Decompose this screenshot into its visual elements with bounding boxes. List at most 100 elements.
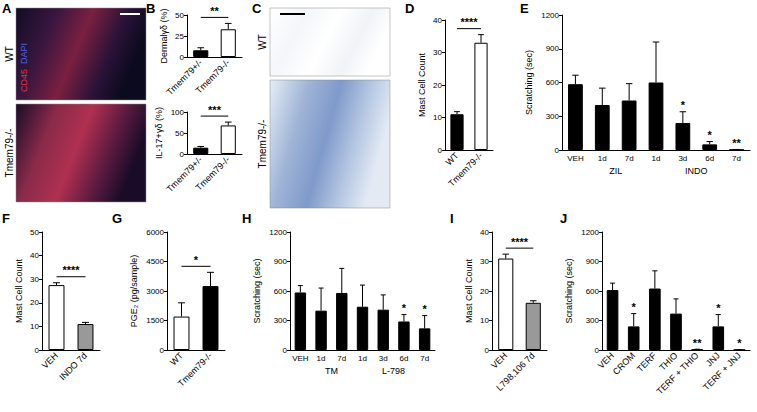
svg-text:****: **** <box>511 236 529 248</box>
svg-text:1d: 1d <box>598 154 607 163</box>
svg-text:10: 10 <box>433 113 442 122</box>
svg-text:TERF + THIO: TERF + THIO <box>655 350 701 396</box>
svg-text:Tmem79-/-: Tmem79-/- <box>194 57 232 95</box>
svg-text:20: 20 <box>30 298 39 307</box>
svg-text:VEH: VEH <box>567 154 584 163</box>
svg-text:****: **** <box>62 264 80 276</box>
svg-text:WT: WT <box>444 150 461 167</box>
svg-text:Tmem79-/-: Tmem79-/- <box>176 350 214 388</box>
svg-text:I: I <box>450 211 454 226</box>
svg-text:6d: 6d <box>705 154 714 163</box>
svg-text:H: H <box>242 211 251 226</box>
svg-text:INDO 7d: INDO 7d <box>57 350 89 382</box>
svg-text:WT: WT <box>4 46 15 62</box>
svg-text:JNJ: JNJ <box>704 350 722 368</box>
svg-text:WT: WT <box>257 34 268 50</box>
svg-text:300: 300 <box>274 316 288 325</box>
svg-text:DAPI: DAPI <box>19 43 29 64</box>
svg-text:600: 600 <box>274 287 288 296</box>
svg-text:3d: 3d <box>379 354 388 363</box>
svg-text:0: 0 <box>180 53 185 62</box>
svg-text:Scratching (sec): Scratching (sec) <box>524 50 534 115</box>
svg-text:Tmem79-/-: Tmem79-/- <box>4 129 15 178</box>
svg-text:300: 300 <box>546 112 560 121</box>
svg-text:WT: WT <box>168 350 185 367</box>
svg-text:***: *** <box>208 104 222 116</box>
svg-text:VEH: VEH <box>40 350 60 370</box>
svg-text:*: * <box>737 337 742 349</box>
svg-text:*: * <box>708 129 713 141</box>
svg-text:L798,106 7d: L798,106 7d <box>494 350 536 392</box>
svg-text:CD45: CD45 <box>19 69 29 92</box>
svg-text:*: * <box>423 303 428 315</box>
svg-text:ZIL: ZIL <box>609 166 622 176</box>
svg-text:7d: 7d <box>625 154 634 163</box>
svg-text:Dermalγδ (%): Dermalγδ (%) <box>159 8 169 63</box>
svg-text:*: * <box>681 99 686 111</box>
svg-text:1200: 1200 <box>541 11 559 20</box>
svg-text:40: 40 <box>433 16 442 25</box>
svg-text:B: B <box>146 1 155 16</box>
svg-text:6d: 6d <box>399 354 408 363</box>
svg-text:100: 100 <box>171 108 185 117</box>
svg-text:40: 40 <box>30 251 39 260</box>
svg-text:INDO: INDO <box>685 166 708 176</box>
svg-text:600: 600 <box>586 287 600 296</box>
svg-text:6000: 6000 <box>146 228 164 237</box>
svg-text:Tmem79-/-: Tmem79-/- <box>194 154 232 192</box>
svg-text:1200: 1200 <box>581 228 599 237</box>
svg-text:20: 20 <box>480 287 489 296</box>
svg-text:0: 0 <box>160 346 165 355</box>
svg-text:0: 0 <box>485 346 490 355</box>
svg-text:1d: 1d <box>358 354 367 363</box>
svg-text:Tmem79-/-: Tmem79-/- <box>257 120 268 169</box>
svg-text:1200: 1200 <box>269 228 287 237</box>
svg-text:7d: 7d <box>732 154 741 163</box>
svg-text:30: 30 <box>30 275 39 284</box>
svg-text:0: 0 <box>283 346 288 355</box>
svg-text:30: 30 <box>480 257 489 266</box>
svg-text:****: **** <box>460 16 478 28</box>
svg-text:0: 0 <box>180 150 185 159</box>
svg-text:1d: 1d <box>652 154 661 163</box>
svg-text:20: 20 <box>433 81 442 90</box>
svg-text:Mast Cell Count: Mast Cell Count <box>417 52 427 117</box>
svg-text:*: * <box>716 302 721 314</box>
svg-text:0: 0 <box>595 346 600 355</box>
svg-text:Mast Cell Count: Mast Cell Count <box>464 258 474 323</box>
svg-text:F: F <box>2 211 10 226</box>
svg-text:40: 40 <box>480 228 489 237</box>
svg-text:Scratching (sec): Scratching (sec) <box>252 258 262 323</box>
svg-text:25: 25 <box>175 32 184 41</box>
svg-text:900: 900 <box>586 257 600 266</box>
svg-text:**: ** <box>693 337 702 349</box>
svg-text:C: C <box>252 1 262 16</box>
svg-text:0: 0 <box>35 346 40 355</box>
svg-text:A: A <box>2 1 12 16</box>
svg-text:VEH: VEH <box>489 350 509 370</box>
svg-text:TERF + JNJ: TERF + JNJ <box>701 350 743 392</box>
svg-text:900: 900 <box>546 44 560 53</box>
svg-text:L-798: L-798 <box>382 366 405 376</box>
svg-text:*: * <box>402 302 407 314</box>
svg-text:1d: 1d <box>317 354 326 363</box>
svg-text:VEH: VEH <box>292 354 309 363</box>
svg-text:IL-17+γδ (%): IL-17+γδ (%) <box>154 107 164 159</box>
svg-text:J: J <box>560 211 567 226</box>
svg-text:*: * <box>194 254 199 266</box>
svg-text:7d: 7d <box>420 354 429 363</box>
svg-text:G: G <box>112 211 122 226</box>
svg-text:0: 0 <box>555 146 560 155</box>
svg-text:Scratching (sec): Scratching (sec) <box>564 258 574 323</box>
svg-text:E: E <box>520 1 529 16</box>
svg-text:600: 600 <box>546 78 560 87</box>
svg-text:PGE₂ (pg/sample): PGE₂ (pg/sample) <box>129 255 139 328</box>
svg-text:1500: 1500 <box>146 316 164 325</box>
svg-text:300: 300 <box>586 316 600 325</box>
svg-text:Tmem79-/-: Tmem79-/- <box>446 150 484 188</box>
svg-text:10: 10 <box>30 322 39 331</box>
svg-text:10: 10 <box>480 316 489 325</box>
svg-text:TM: TM <box>325 366 338 376</box>
svg-text:*: * <box>632 301 637 313</box>
svg-text:4500: 4500 <box>146 257 164 266</box>
